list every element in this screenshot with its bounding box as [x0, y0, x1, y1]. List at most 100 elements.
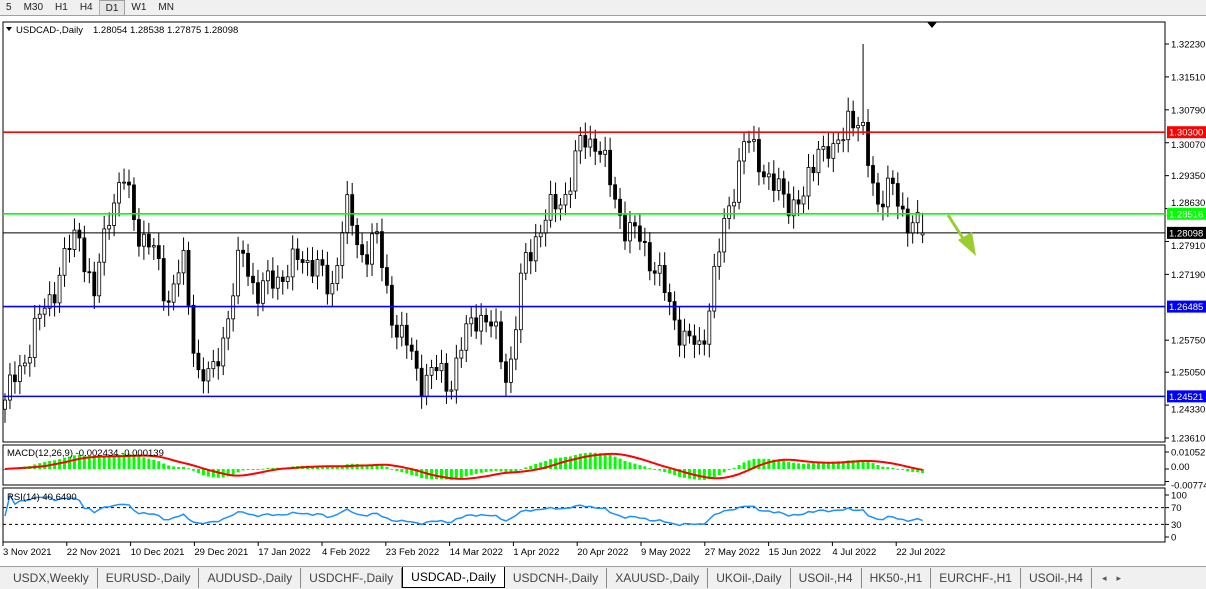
- macd-histogram-bar: [772, 459, 776, 469]
- macd-histogram-bar: [663, 469, 667, 473]
- chart-tab[interactable]: EURCHF-,H1: [931, 568, 1021, 588]
- macd-histogram-bar: [568, 456, 572, 469]
- time-axis-label: 4 Jul 2022: [832, 547, 876, 558]
- candle: [340, 232, 345, 266]
- candle: [469, 317, 474, 325]
- macd-histogram-bar: [435, 469, 439, 480]
- chart-tab[interactable]: USOil-,H4: [791, 568, 862, 588]
- price-level-tag: [1167, 207, 1206, 220]
- macd-histogram-bar: [63, 457, 67, 469]
- scroll-left-icon[interactable]: ◂: [1101, 572, 1107, 583]
- candle: [97, 261, 102, 297]
- macd-histogram-bar: [881, 466, 885, 469]
- macd-histogram-bar: [97, 457, 101, 469]
- chart-tab[interactable]: AUDUSD-,Daily: [199, 568, 302, 588]
- macd-tick-label: 0.01052: [1171, 448, 1205, 459]
- candle: [429, 367, 434, 376]
- chart-tab[interactable]: USDCNH-,Daily: [505, 568, 608, 588]
- chart-tab[interactable]: XAUUSD-,Daily: [607, 568, 709, 588]
- candle: [310, 260, 315, 277]
- candle: [107, 225, 112, 230]
- time-axis-label: 22 Jul 2022: [896, 547, 945, 558]
- time-axis-label: 15 Jun 2022: [769, 547, 821, 558]
- scroll-right-icon[interactable]: ▸: [1116, 572, 1122, 583]
- macd-histogram-bar: [365, 465, 369, 469]
- macd-histogram-bar: [683, 469, 687, 478]
- macd-histogram-bar: [633, 463, 637, 469]
- macd-histogram-bar: [380, 465, 384, 469]
- candle: [275, 276, 280, 289]
- timeframe-H4[interactable]: H4: [79, 2, 93, 13]
- candle: [553, 194, 558, 210]
- macd-histogram-bar: [856, 460, 860, 469]
- time-axis-label: 22 Nov 2021: [67, 547, 121, 558]
- chart-tab[interactable]: USDX,Weekly: [5, 568, 98, 588]
- candle: [504, 361, 508, 383]
- macd-signal-line: [4, 452, 923, 480]
- candle: [394, 324, 399, 338]
- timeframe-H1[interactable]: H1: [55, 2, 68, 13]
- candle: [657, 265, 662, 274]
- macd-histogram-bar: [707, 469, 711, 480]
- macd-histogram-bar: [578, 453, 582, 469]
- chart-tab[interactable]: USDCAD-,Daily: [402, 566, 505, 588]
- chart-tab[interactable]: HK50-,H1: [862, 568, 932, 588]
- timeframe-W1[interactable]: W1: [131, 2, 147, 13]
- candle: [593, 138, 598, 152]
- macd-histogram-bar: [732, 467, 736, 469]
- macd-histogram-bar: [117, 454, 121, 469]
- chart-tab[interactable]: USDCHF-,Daily: [301, 568, 403, 588]
- price-tick-label: 1.24330: [1171, 404, 1205, 415]
- macd-histogram-bar: [702, 469, 706, 481]
- timeframe-MN[interactable]: MN: [158, 2, 174, 13]
- candle: [578, 135, 583, 152]
- timeframe-D1[interactable]: D1: [98, 0, 126, 15]
- candle: [151, 245, 156, 248]
- candle: [518, 272, 523, 331]
- ohlc-values: 1.28054 1.28538 1.27875 1.28098: [93, 25, 238, 36]
- candle: [533, 236, 538, 262]
- candle: [687, 330, 692, 337]
- macd-histogram-bar: [420, 469, 424, 479]
- candle: [509, 358, 513, 383]
- candle: [637, 225, 642, 242]
- time-axis-label: 10 Dec 2021: [131, 547, 185, 558]
- candle: [216, 361, 221, 367]
- candle: [17, 365, 22, 382]
- macd-histogram-bar: [72, 455, 76, 469]
- timeframe-M30[interactable]: M30: [23, 2, 44, 13]
- candle: [206, 368, 211, 382]
- candle: [841, 139, 846, 142]
- macd-tick-label: 0.00: [1171, 462, 1190, 473]
- dropdown-triangle-icon[interactable]: [6, 27, 12, 31]
- candle: [831, 143, 836, 159]
- chart-tab[interactable]: UKOil-,Daily: [708, 568, 791, 588]
- macd-histogram-bar: [196, 469, 200, 474]
- time-axis-label: 17 Jan 2022: [258, 547, 310, 558]
- macd-histogram-bar: [911, 469, 915, 472]
- candle: [399, 324, 404, 338]
- price-chart[interactable]: 1.32230 1.31510 1.30790 1.30070 1.29350 1.286…: [0, 17, 1206, 566]
- chart-tab[interactable]: USOil-,H4: [1021, 568, 1092, 588]
- macd-histogram-bar: [534, 463, 538, 469]
- chart-shift-marker-icon[interactable]: [927, 22, 937, 28]
- macd-histogram-bar: [916, 469, 920, 473]
- chart-tab[interactable]: EURUSD-,Daily: [98, 568, 200, 588]
- candle: [821, 146, 826, 150]
- candle: [176, 272, 181, 285]
- macd-histogram-bar: [618, 458, 622, 469]
- candle: [672, 301, 677, 321]
- candle: [261, 280, 265, 304]
- macd-histogram-bar: [836, 461, 840, 469]
- price-tick-label: 1.30070: [1171, 140, 1205, 151]
- candle: [330, 283, 335, 295]
- candle: [171, 283, 176, 303]
- macd-histogram-bar: [484, 469, 488, 472]
- candle: [389, 284, 394, 326]
- macd-histogram-bar: [598, 453, 602, 469]
- candle: [776, 178, 781, 191]
- candle: [300, 259, 305, 263]
- candle: [52, 294, 57, 304]
- timeframe-5[interactable]: 5: [6, 2, 12, 13]
- candle: [608, 149, 613, 186]
